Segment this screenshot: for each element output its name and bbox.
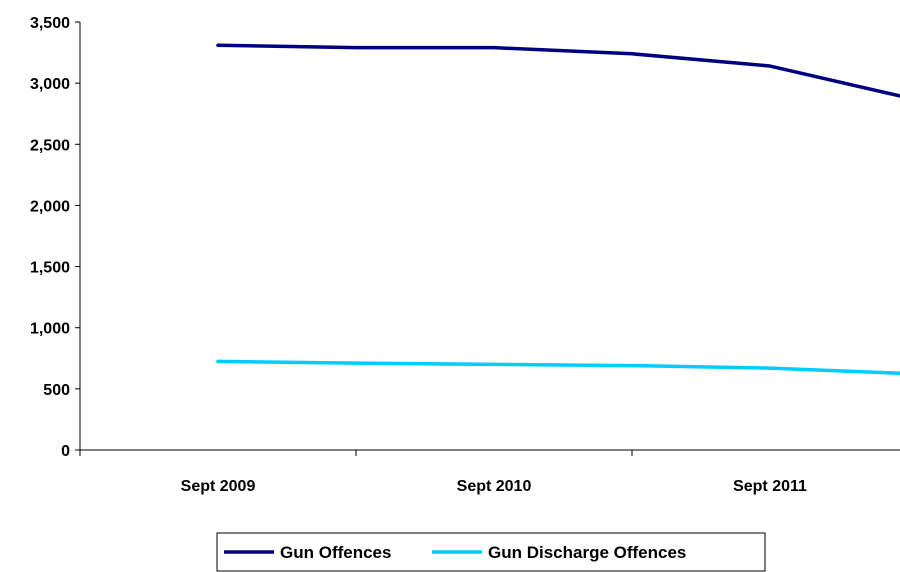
y-tick-label: 3,500 bbox=[30, 15, 70, 32]
legend-box bbox=[216, 532, 766, 572]
x-tick-label: Sept 2010 bbox=[457, 478, 532, 495]
legend-label-1: Gun Discharge Offences bbox=[488, 543, 686, 562]
series-line-1 bbox=[216, 359, 900, 376]
y-tick-label: 3,000 bbox=[30, 76, 70, 93]
y-tick-label: 2,000 bbox=[30, 198, 70, 215]
y-tick-label: 1,500 bbox=[30, 260, 70, 277]
series-lines bbox=[216, 43, 900, 376]
y-tick-label: 500 bbox=[43, 382, 70, 399]
x-axis-ticks: Sept 2009 Sept 2010 Sept 2011 bbox=[79, 450, 807, 495]
y-tick-label: 0 bbox=[61, 443, 70, 460]
legend: Gun Offences Gun Discharge Offences bbox=[216, 532, 766, 572]
y-axis-ticks: 0 500 1,000 1,500 2,000 2,500 3,000 3,500 bbox=[30, 15, 80, 460]
x-tick-label: Sept 2011 bbox=[733, 478, 807, 495]
series-line-0 bbox=[216, 43, 900, 98]
x-tick-label: Sept 2009 bbox=[181, 478, 256, 495]
plot-area: 0 500 1,000 1,500 2,000 2,500 3,000 3,500 Sept … bbox=[30, 15, 900, 495]
legend-items: Gun Offences Gun Discharge Offences bbox=[224, 543, 686, 562]
y-tick-label: 2,500 bbox=[30, 137, 70, 154]
legend-label-0: Gun Offences bbox=[280, 543, 391, 562]
y-tick-label: 1,000 bbox=[30, 321, 70, 338]
